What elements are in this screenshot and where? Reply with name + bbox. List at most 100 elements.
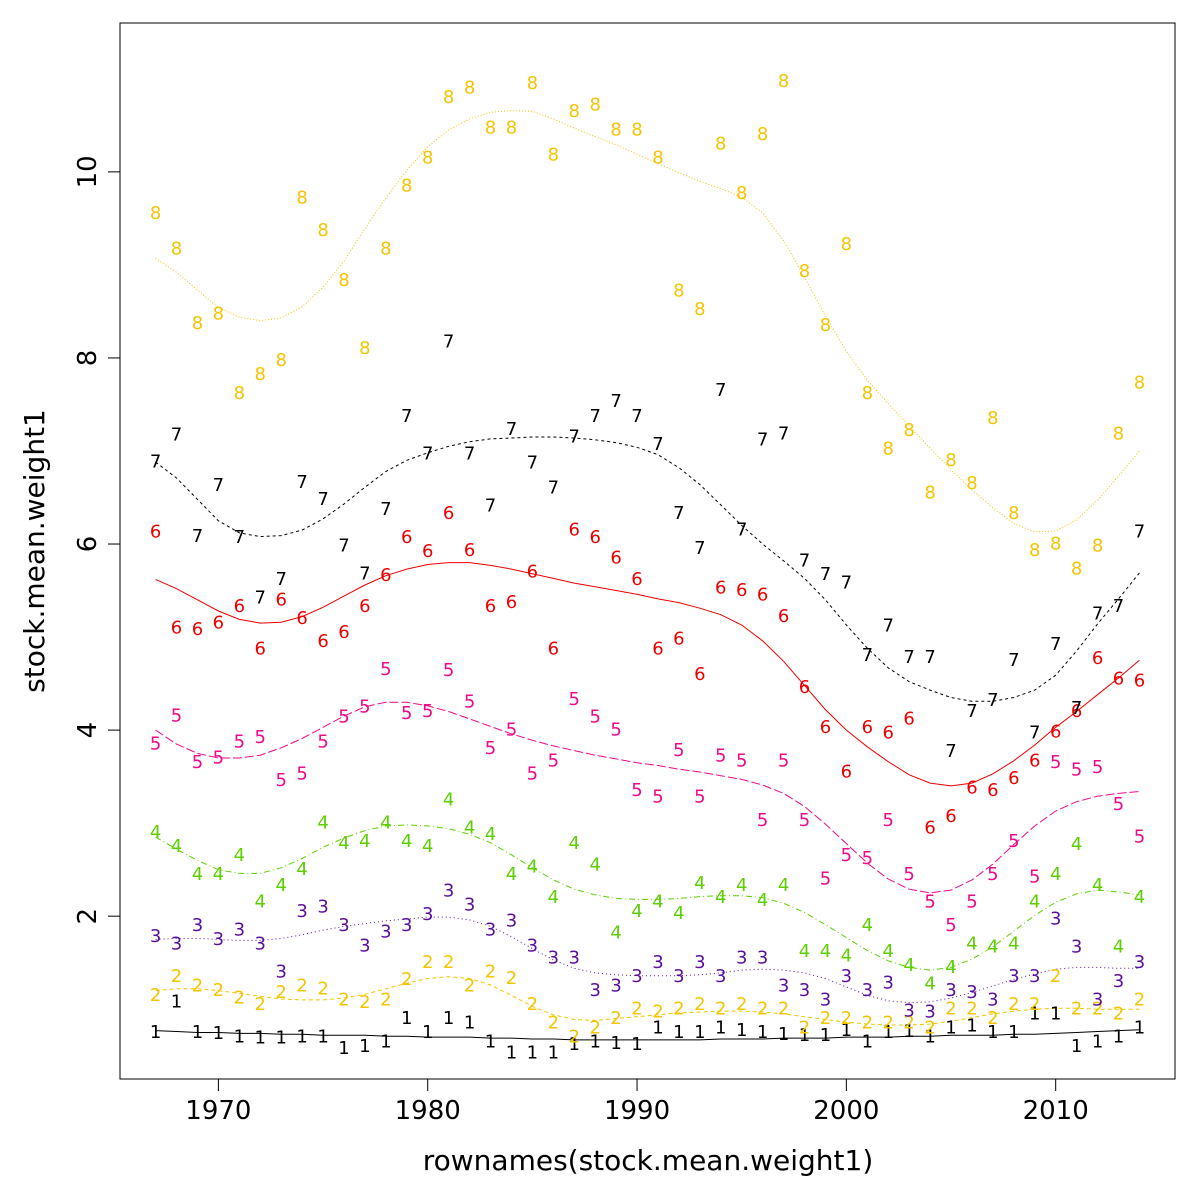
point-series-4-1998: 4 <box>799 941 810 962</box>
point-series-1-1992: 1 <box>673 1022 684 1043</box>
point-series-6-1984: 6 <box>506 592 517 613</box>
point-series-7-1976: 7 <box>338 535 349 556</box>
point-series-2-2011: 2 <box>1071 999 1082 1020</box>
point-series-8-1970: 8 <box>213 304 224 325</box>
point-series-8-1978: 8 <box>380 239 391 260</box>
point-series-7-1992: 7 <box>673 503 684 524</box>
point-series-4-1986: 4 <box>548 887 559 908</box>
point-series-8-1982: 8 <box>464 78 475 99</box>
point-series-2-1972: 2 <box>255 994 266 1015</box>
point-series-5-1979: 5 <box>401 703 412 724</box>
point-series-3-1998: 3 <box>799 980 810 1001</box>
point-series-1-2004: 1 <box>924 1027 935 1048</box>
point-series-1-1982: 1 <box>464 1013 475 1034</box>
point-series-5-2012: 5 <box>1092 757 1103 778</box>
point-series-1-1991: 1 <box>652 1017 663 1038</box>
point-series-8-1998: 8 <box>799 261 810 282</box>
point-series-2-1974: 2 <box>296 975 307 996</box>
smooth-line-series-3 <box>155 916 1140 1004</box>
point-series-1-1975: 1 <box>317 1027 328 1048</box>
point-series-3-2005: 3 <box>945 980 956 1001</box>
point-series-2-1987: 2 <box>569 1027 580 1048</box>
point-series-4-2013: 4 <box>1113 936 1124 957</box>
point-series-2-2013: 2 <box>1113 1003 1124 1024</box>
point-series-1-1974: 1 <box>296 1027 307 1048</box>
point-series-2-1973: 2 <box>275 982 286 1003</box>
point-series-4-1967: 4 <box>150 822 161 843</box>
point-series-3-1981: 3 <box>443 881 454 902</box>
point-series-5-1999: 5 <box>820 868 831 889</box>
point-series-5-2008: 5 <box>1008 831 1019 852</box>
point-series-3-1993: 3 <box>694 952 705 973</box>
point-series-3-1974: 3 <box>296 901 307 922</box>
point-series-7-1967: 7 <box>150 452 161 473</box>
point-series-7-1983: 7 <box>485 495 496 516</box>
point-series-7-2010: 7 <box>1050 634 1061 655</box>
point-series-2-2008: 2 <box>1008 994 1019 1015</box>
point-series-4-1977: 4 <box>359 831 370 852</box>
point-series-4-1981: 4 <box>443 789 454 810</box>
point-series-8-1992: 8 <box>673 280 684 301</box>
point-series-8-1986: 8 <box>548 145 559 166</box>
point-series-6-1989: 6 <box>610 547 621 568</box>
point-series-7-2005: 7 <box>945 741 956 762</box>
point-series-1-1983: 1 <box>485 1031 496 1052</box>
point-series-3-1979: 3 <box>401 915 412 936</box>
point-series-7-2012: 7 <box>1092 603 1103 624</box>
point-series-4-2009: 4 <box>1029 892 1040 913</box>
point-series-4-2001: 4 <box>862 915 873 936</box>
point-series-8-1983: 8 <box>485 118 496 139</box>
point-series-8-2001: 8 <box>862 383 873 404</box>
point-series-7-1973: 7 <box>275 569 286 590</box>
point-series-4-1976: 4 <box>338 833 349 854</box>
point-series-8-2014: 8 <box>1134 373 1145 394</box>
point-series-7-2001: 7 <box>862 645 873 666</box>
point-series-1-1987: 1 <box>569 1034 580 1055</box>
point-series-1-2010: 1 <box>1050 1003 1061 1024</box>
point-series-7-1993: 7 <box>694 538 705 559</box>
point-series-1-1970: 1 <box>213 1023 224 1044</box>
point-series-7-1997: 7 <box>778 424 789 445</box>
point-series-5-2001: 5 <box>862 848 873 869</box>
point-series-2-1989: 2 <box>610 1008 621 1029</box>
point-series-2-1976: 2 <box>338 989 349 1010</box>
point-series-2-2009: 2 <box>1029 994 1040 1015</box>
point-series-6-2000: 6 <box>841 761 852 782</box>
point-series-4-2014: 4 <box>1134 887 1145 908</box>
point-series-3-1997: 3 <box>778 975 789 996</box>
point-series-6-1990: 6 <box>631 569 642 590</box>
point-series-4-1971: 4 <box>234 845 245 866</box>
point-series-5-2003: 5 <box>903 864 914 885</box>
x-tick-label-2010: 2010 <box>1023 1096 1089 1126</box>
point-series-5-2009: 5 <box>1029 867 1040 888</box>
point-series-8-1975: 8 <box>317 220 328 241</box>
point-series-7-2002: 7 <box>882 615 893 636</box>
smooth-line-series-1 <box>155 1029 1140 1041</box>
point-series-6-1970: 6 <box>213 613 224 634</box>
point-series-7-2006: 7 <box>966 701 977 722</box>
point-series-1-1986: 1 <box>548 1042 559 1063</box>
point-series-3-1990: 3 <box>631 966 642 987</box>
point-series-3-2010: 3 <box>1050 908 1061 929</box>
point-series-4-2008: 4 <box>1008 934 1019 955</box>
point-series-8-1972: 8 <box>255 364 266 385</box>
point-series-5-2000: 5 <box>841 845 852 866</box>
point-series-3-1969: 3 <box>192 915 203 936</box>
point-series-7-1971: 7 <box>234 527 245 548</box>
point-series-8-2007: 8 <box>987 408 998 429</box>
point-series-1-1996: 1 <box>757 1022 768 1043</box>
point-series-5-1996: 5 <box>757 810 768 831</box>
point-series-6-1969: 6 <box>192 619 203 640</box>
point-series-8-1993: 8 <box>694 299 705 320</box>
point-series-1-1989: 1 <box>610 1033 621 1054</box>
point-series-2-1978: 2 <box>380 989 391 1010</box>
point-series-6-1978: 6 <box>380 565 391 586</box>
point-series-1-2003: 1 <box>903 1021 914 1042</box>
point-series-6-2012: 6 <box>1092 648 1103 669</box>
point-series-7-1972: 7 <box>255 587 266 608</box>
point-series-5-1969: 5 <box>192 752 203 773</box>
point-series-5-1978: 5 <box>380 659 391 680</box>
point-series-6-1973: 6 <box>275 589 286 610</box>
point-series-5-1982: 5 <box>464 692 475 713</box>
